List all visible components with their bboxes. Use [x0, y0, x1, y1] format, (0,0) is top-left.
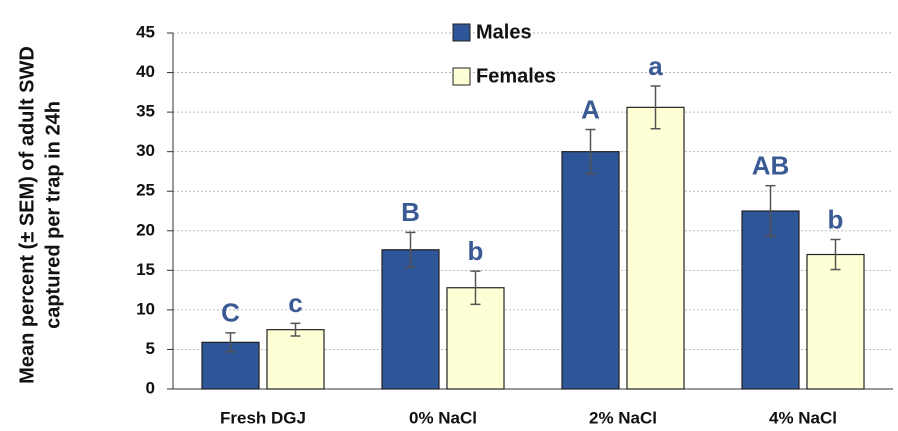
y-tick-label: 20: [136, 220, 155, 239]
legend-swatch: [452, 23, 471, 42]
y-tick-label: 30: [136, 141, 155, 160]
bar: [381, 249, 440, 390]
bar: [806, 253, 865, 390]
y-axis-title-line: captured per trap in 24h: [42, 101, 64, 329]
y-tick-label: 45: [136, 22, 155, 41]
y-axis-title: Mean percent (± SEM) of adult SWD captur…: [16, 46, 64, 384]
significance-letter: C: [221, 298, 240, 328]
legend-label: Females: [476, 65, 556, 87]
legend-label: Males: [476, 21, 532, 43]
x-tick-label: 4% NaCl: [769, 408, 837, 427]
significance-letter: b: [468, 236, 484, 266]
y-tick-label: 15: [136, 260, 155, 279]
significance-letter: a: [648, 51, 663, 81]
significance-letter: b: [828, 204, 844, 234]
y-tick-label: 40: [136, 62, 155, 81]
x-tick-label: 0% NaCl: [409, 408, 477, 427]
significance-letter: A: [581, 94, 600, 124]
x-tick-label: Fresh DGJ: [220, 408, 306, 427]
y-tick-label: 10: [136, 299, 155, 318]
legend-swatch: [452, 67, 471, 86]
y-tick-label: 0: [146, 378, 155, 397]
significance-letter: c: [288, 288, 302, 318]
bar: [266, 329, 325, 390]
significance-letter: B: [401, 197, 420, 227]
x-tick-label: 2% NaCl: [589, 408, 657, 427]
bar: [561, 151, 620, 390]
y-tick-label: 25: [136, 181, 155, 200]
y-axis-title-line: Mean percent (± SEM) of adult SWD: [16, 46, 38, 384]
bar: [626, 106, 685, 390]
y-tick-label: 5: [146, 339, 155, 358]
significance-letter: AB: [752, 151, 790, 181]
y-tick-label: 35: [136, 102, 155, 121]
bar: [741, 210, 800, 390]
